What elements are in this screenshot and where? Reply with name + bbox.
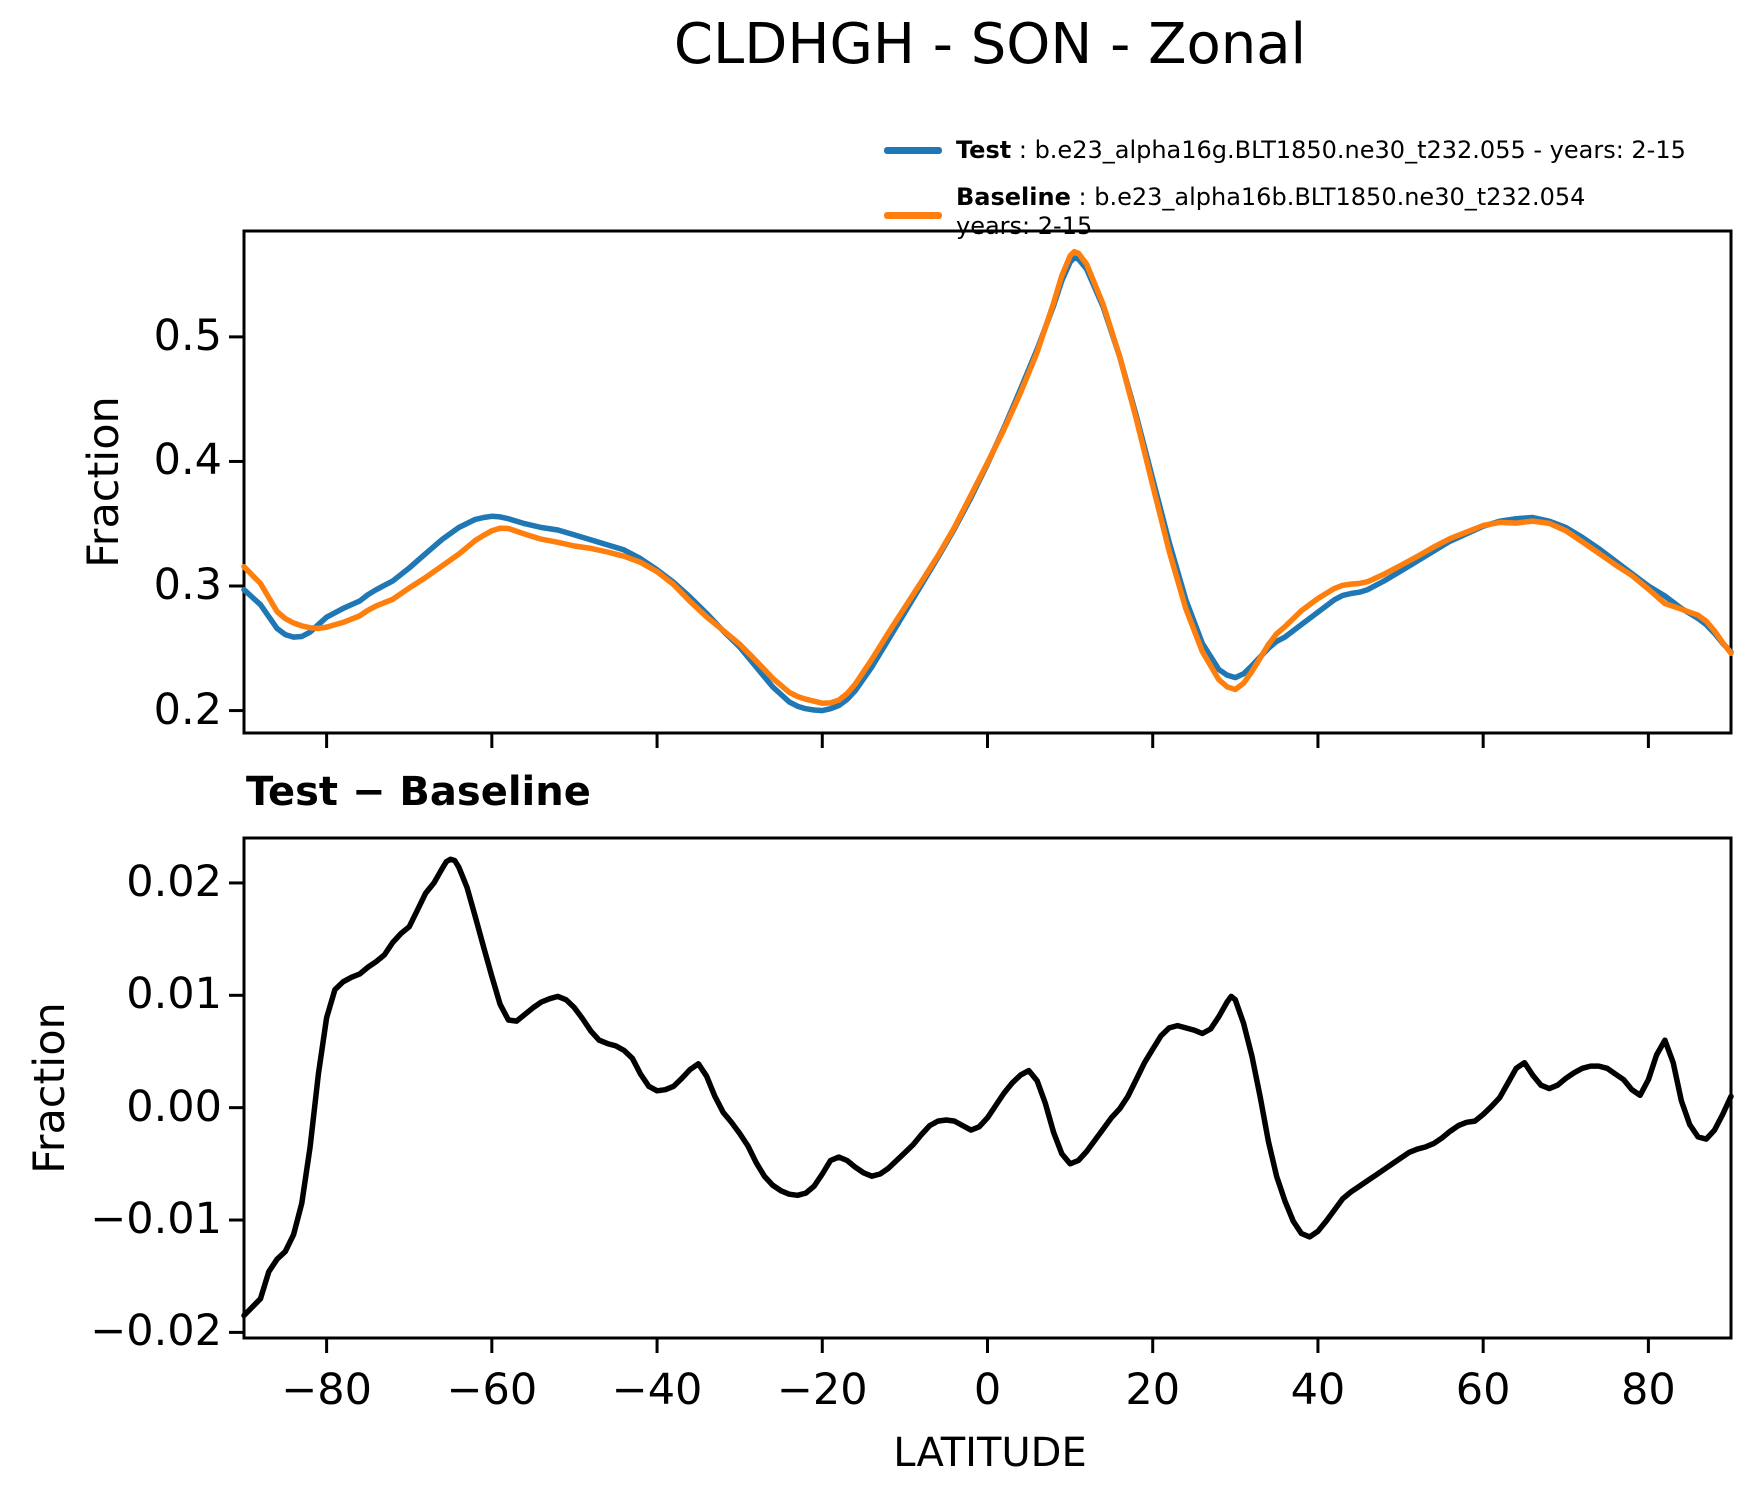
figure-title: CLDHGH - SON - Zonal bbox=[673, 12, 1307, 77]
x-tick-label: 40 bbox=[1290, 1365, 1346, 1415]
baseline-line-swatch bbox=[884, 212, 942, 219]
x-tick-label: 60 bbox=[1455, 1365, 1511, 1415]
x-tick-label: −40 bbox=[611, 1365, 703, 1415]
diff-y-tick-label: −0.01 bbox=[90, 1194, 222, 1245]
diff-y-tick-label: −0.02 bbox=[90, 1306, 222, 1357]
legend-baseline-desc: : b.e23_alpha16b.BLT1850.ne30_t232.054 bbox=[1070, 183, 1586, 211]
diff-panel-title: Test − Baseline bbox=[246, 769, 591, 815]
legend-baseline-label: Baseline bbox=[956, 183, 1071, 211]
x-tick-label: 20 bbox=[1125, 1365, 1181, 1415]
legend-item-baseline: Baseline : b.e23_alpha16b.BLT1850.ne30_t… bbox=[956, 183, 1585, 211]
top-y-tick-label: 0.4 bbox=[153, 435, 222, 486]
x-tick-label: 80 bbox=[1621, 1365, 1676, 1415]
x-tick-label: −80 bbox=[281, 1365, 372, 1415]
top-panel-series-1 bbox=[241, 248, 1734, 706]
x-axis-label: LATITUDE bbox=[893, 1430, 1087, 1476]
diff-panel-series-0 bbox=[241, 856, 1734, 1319]
diff-y-tick-label: 0.02 bbox=[126, 856, 222, 907]
x-tick-label: −20 bbox=[776, 1365, 868, 1415]
top-y-tick-label: 0.3 bbox=[153, 560, 222, 610]
legend-item-test: Test : b.e23_alpha16g.BLT1850.ne30_t232.… bbox=[956, 136, 1686, 164]
legend-test-desc: : b.e23_alpha16g.BLT1850.ne30_t232.055 -… bbox=[1011, 136, 1686, 164]
legend-baseline-desc2: years: 2-15 bbox=[956, 212, 1093, 240]
diff-y-tick-label: 0.01 bbox=[126, 969, 222, 1020]
top-y-tick-label: 0.2 bbox=[153, 684, 222, 735]
legend-test-label: Test bbox=[956, 136, 1012, 164]
top-y-tick-label: 0.5 bbox=[153, 310, 222, 361]
top-panel-series-0 bbox=[241, 255, 1734, 714]
x-tick-label: −60 bbox=[446, 1365, 538, 1415]
x-tick-label: 0 bbox=[973, 1365, 1002, 1415]
test-line-swatch bbox=[884, 147, 942, 154]
top-panel-frame bbox=[242, 229, 1733, 735]
diff-y-tick-label: 0.00 bbox=[126, 1081, 222, 1132]
